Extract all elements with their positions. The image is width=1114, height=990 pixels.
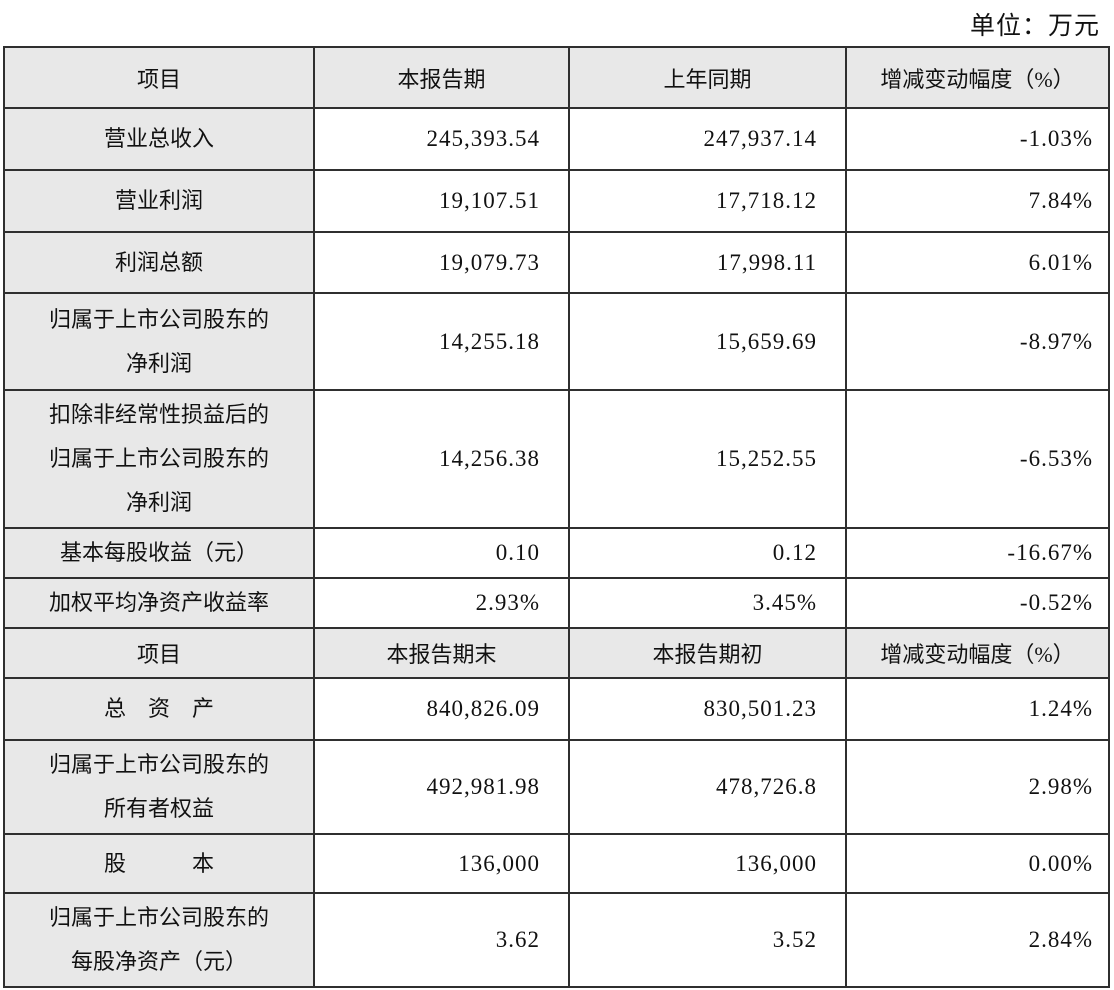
row-weighted-average-roe: 加权平均净资产收益率 2.93% 3.45% -0.52% — [3, 577, 1110, 629]
header-row-balance: 项目 本报告期末 本报告期初 增减变动幅度（%） — [3, 627, 1110, 679]
value-cell-current: 2.93% — [313, 577, 570, 629]
value-cell-prior: 17,998.11 — [568, 231, 847, 294]
value-cell-period-end: 136,000 — [313, 833, 570, 894]
header-row-period: 项目 本报告期 上年同期 增减变动幅度（%） — [3, 46, 1110, 109]
unit-label: 单位：万元 — [969, 13, 1100, 40]
item-cell: 总 资 产 — [3, 677, 315, 741]
row-basic-eps: 基本每股收益（元） 0.10 0.12 -16.67% — [3, 527, 1110, 579]
column-header-change: 增减变动幅度（%） — [845, 46, 1110, 109]
row-total-assets: 总 资 产 840,826.09 830,501.23 1.24% — [3, 677, 1110, 741]
row-total-revenue: 营业总收入 245,393.54 247,937.14 -1.03% — [3, 107, 1110, 171]
value-cell-period-end: 840,826.09 — [313, 677, 570, 741]
value-cell-prior: 0.12 — [568, 527, 847, 579]
value-cell-prior: 15,252.55 — [568, 389, 847, 529]
column-header-change: 增减变动幅度（%） — [845, 627, 1110, 679]
value-cell-current: 19,079.73 — [313, 231, 570, 294]
column-header-period-end: 本报告期末 — [313, 627, 570, 679]
change-cell: 1.24% — [845, 677, 1110, 741]
row-owners-equity-attributable: 归属于上市公司股东的 所有者权益 492,981.98 478,726.8 2.… — [3, 739, 1110, 835]
column-header-current-period: 本报告期 — [313, 46, 570, 109]
value-cell-prior: 17,718.12 — [568, 169, 847, 233]
value-cell-period-begin: 830,501.23 — [568, 677, 847, 741]
item-cell: 加权平均净资产收益率 — [3, 577, 315, 629]
value-cell-prior: 15,659.69 — [568, 292, 847, 391]
change-cell: 6.01% — [845, 231, 1110, 294]
item-cell: 归属于上市公司股东的 每股净资产（元） — [3, 892, 315, 988]
column-header-item: 项目 — [3, 627, 315, 679]
value-cell-current: 0.10 — [313, 527, 570, 579]
row-net-assets-per-share: 归属于上市公司股东的 每股净资产（元） 3.62 3.52 2.84% — [3, 892, 1110, 988]
value-cell-period-begin: 3.52 — [568, 892, 847, 988]
change-cell: -1.03% — [845, 107, 1110, 171]
column-header-prior-period: 上年同期 — [568, 46, 847, 109]
value-cell-prior: 3.45% — [568, 577, 847, 629]
row-net-profit-attributable: 归属于上市公司股东的 净利润 14,255.18 15,659.69 -8.97… — [3, 292, 1110, 391]
row-net-profit-after-deduction: 扣除非经常性损益后的 归属于上市公司股东的 净利润 14,256.38 15,2… — [3, 389, 1110, 529]
value-cell-current: 19,107.51 — [313, 169, 570, 233]
item-cell: 归属于上市公司股东的 所有者权益 — [3, 739, 315, 835]
row-share-capital: 股 本 136,000 136,000 0.00% — [3, 833, 1110, 894]
column-header-item: 项目 — [3, 46, 315, 109]
value-cell-current: 14,255.18 — [313, 292, 570, 391]
change-cell: -0.52% — [845, 577, 1110, 629]
column-header-period-begin: 本报告期初 — [568, 627, 847, 679]
item-cell: 扣除非经常性损益后的 归属于上市公司股东的 净利润 — [3, 389, 315, 529]
financial-summary-table: 项目 本报告期 上年同期 增减变动幅度（%） 营业总收入 245,393.54 … — [3, 46, 1110, 988]
item-cell: 营业利润 — [3, 169, 315, 233]
value-cell-period-begin: 136,000 — [568, 833, 847, 894]
item-cell: 营业总收入 — [3, 107, 315, 171]
change-cell: -16.67% — [845, 527, 1110, 579]
value-cell-current: 245,393.54 — [313, 107, 570, 171]
change-cell: 2.98% — [845, 739, 1110, 835]
value-cell-period-begin: 478,726.8 — [568, 739, 847, 835]
item-cell: 基本每股收益（元） — [3, 527, 315, 579]
change-cell: 2.84% — [845, 892, 1110, 988]
change-cell: 0.00% — [845, 833, 1110, 894]
item-cell: 利润总额 — [3, 231, 315, 294]
change-cell: -8.97% — [845, 292, 1110, 391]
row-operating-profit: 营业利润 19,107.51 17,718.12 7.84% — [3, 169, 1110, 233]
value-cell-prior: 247,937.14 — [568, 107, 847, 171]
value-cell-current: 14,256.38 — [313, 389, 570, 529]
row-total-profit: 利润总额 19,079.73 17,998.11 6.01% — [3, 231, 1110, 294]
item-cell: 股 本 — [3, 833, 315, 894]
value-cell-period-end: 3.62 — [313, 892, 570, 988]
value-cell-period-end: 492,981.98 — [313, 739, 570, 835]
change-cell: -6.53% — [845, 389, 1110, 529]
item-cell: 归属于上市公司股东的 净利润 — [3, 292, 315, 391]
change-cell: 7.84% — [845, 169, 1110, 233]
